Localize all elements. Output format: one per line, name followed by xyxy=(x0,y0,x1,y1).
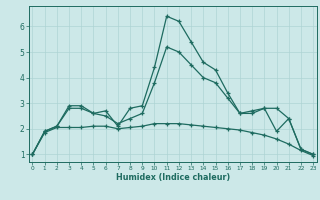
X-axis label: Humidex (Indice chaleur): Humidex (Indice chaleur) xyxy=(116,173,230,182)
